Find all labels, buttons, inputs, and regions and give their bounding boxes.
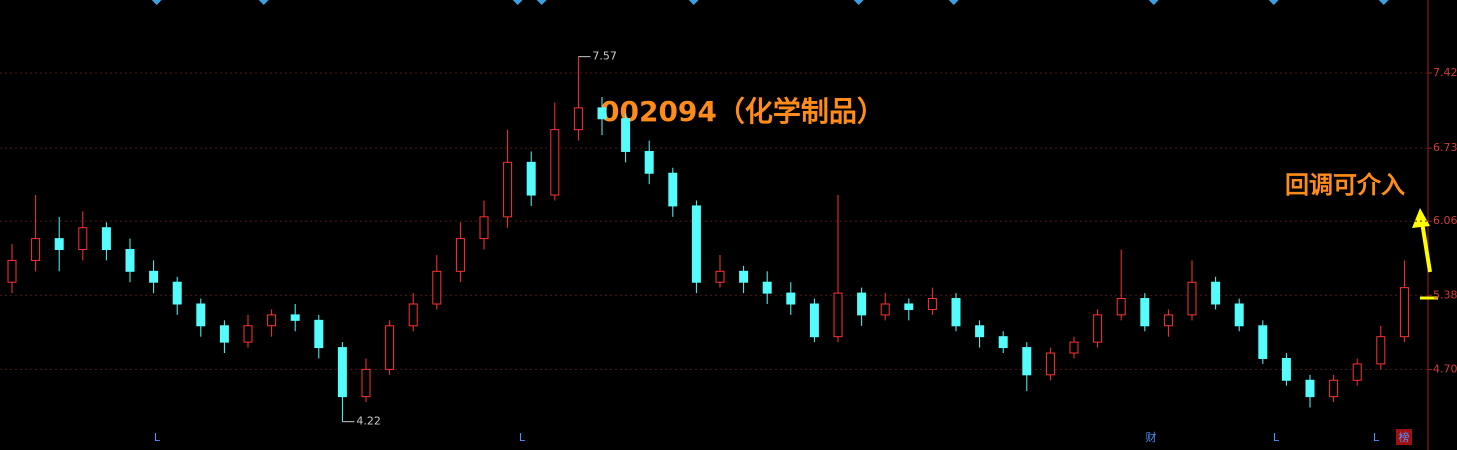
candle-body: [1211, 281, 1221, 305]
candle-body: [1258, 325, 1268, 359]
candle-body: [337, 347, 347, 398]
candle-body: [1399, 287, 1409, 338]
candle-body: [385, 325, 395, 370]
candle-body: [526, 161, 536, 196]
annotation: 回调可介入: [1285, 171, 1405, 199]
candle-body: [1352, 363, 1362, 381]
price-annotation: 7.57: [592, 50, 617, 63]
candle-body: [1069, 341, 1079, 354]
candle-body: [668, 172, 678, 207]
candle-body: [455, 238, 465, 272]
candle-body: [927, 298, 937, 310]
bottom-marker: L: [1373, 431, 1380, 444]
candle-body: [691, 205, 701, 283]
candle-body: [573, 107, 583, 131]
price-annotation: 4.22: [356, 415, 381, 428]
candle-body: [219, 325, 229, 343]
candle-body: [1305, 379, 1315, 398]
candle-body: [243, 325, 253, 343]
y-tick-label: 5.38: [1433, 288, 1457, 301]
y-tick-label: 6.73: [1433, 141, 1457, 154]
y-tick-label: 6.06: [1433, 214, 1457, 227]
candle-body: [1093, 314, 1103, 343]
candle-body: [786, 292, 796, 305]
candle-body: [408, 303, 418, 327]
chart-title: 002094（化学制品）: [600, 95, 885, 128]
candle-body: [432, 270, 442, 305]
candle-body: [314, 319, 324, 349]
candle-body: [1281, 357, 1291, 381]
candle-body: [951, 298, 961, 327]
candle-body: [857, 292, 867, 316]
candle-body: [290, 314, 300, 321]
candle-body: [1376, 336, 1386, 365]
candle-body: [7, 259, 17, 283]
candle-body: [172, 281, 182, 305]
bottom-marker: 财: [1146, 430, 1157, 444]
candle-body: [125, 249, 135, 272]
bottom-marker: L: [154, 431, 161, 444]
candle-body: [809, 303, 819, 338]
candle-body: [503, 161, 513, 218]
candle-body: [361, 368, 371, 398]
candle-body: [550, 129, 560, 196]
candle-body: [715, 270, 725, 283]
candle-body: [762, 281, 772, 294]
candle-body: [621, 118, 631, 152]
candle-body: [1234, 303, 1244, 327]
top-diamonds: [151, 0, 1389, 5]
candle-body: [1187, 281, 1197, 316]
candle-body: [975, 325, 985, 338]
candle-body: [1022, 347, 1032, 376]
candle-body: [31, 238, 41, 261]
candle-body: [267, 314, 277, 327]
candle-body: [1045, 352, 1055, 376]
candle-body: [880, 303, 890, 316]
candle-body: [597, 107, 607, 120]
candle-body: [904, 303, 914, 310]
candle-body: [1140, 298, 1150, 327]
candle-body: [1116, 298, 1126, 316]
y-tick-label: 4.70: [1433, 362, 1457, 375]
candle-body: [479, 216, 489, 240]
bottom-marker: L: [1273, 431, 1280, 444]
bottom-marker: L: [519, 431, 526, 444]
candle-body: [1163, 314, 1173, 327]
arrow: [1412, 208, 1438, 300]
candle-body: [739, 270, 749, 283]
candle-body: [54, 238, 64, 251]
candle-body: [1329, 379, 1339, 398]
candle-body: [833, 292, 843, 338]
candle-body: [998, 336, 1008, 349]
candle-body: [196, 303, 206, 327]
candle-body: [644, 150, 654, 174]
bottom-marker: 榜: [1399, 430, 1410, 444]
candle-body: [78, 227, 88, 251]
marker-box: [1396, 429, 1412, 445]
candle-body: [149, 270, 159, 283]
y-tick-label: 7.42: [1433, 66, 1457, 79]
candle-body: [101, 227, 111, 251]
